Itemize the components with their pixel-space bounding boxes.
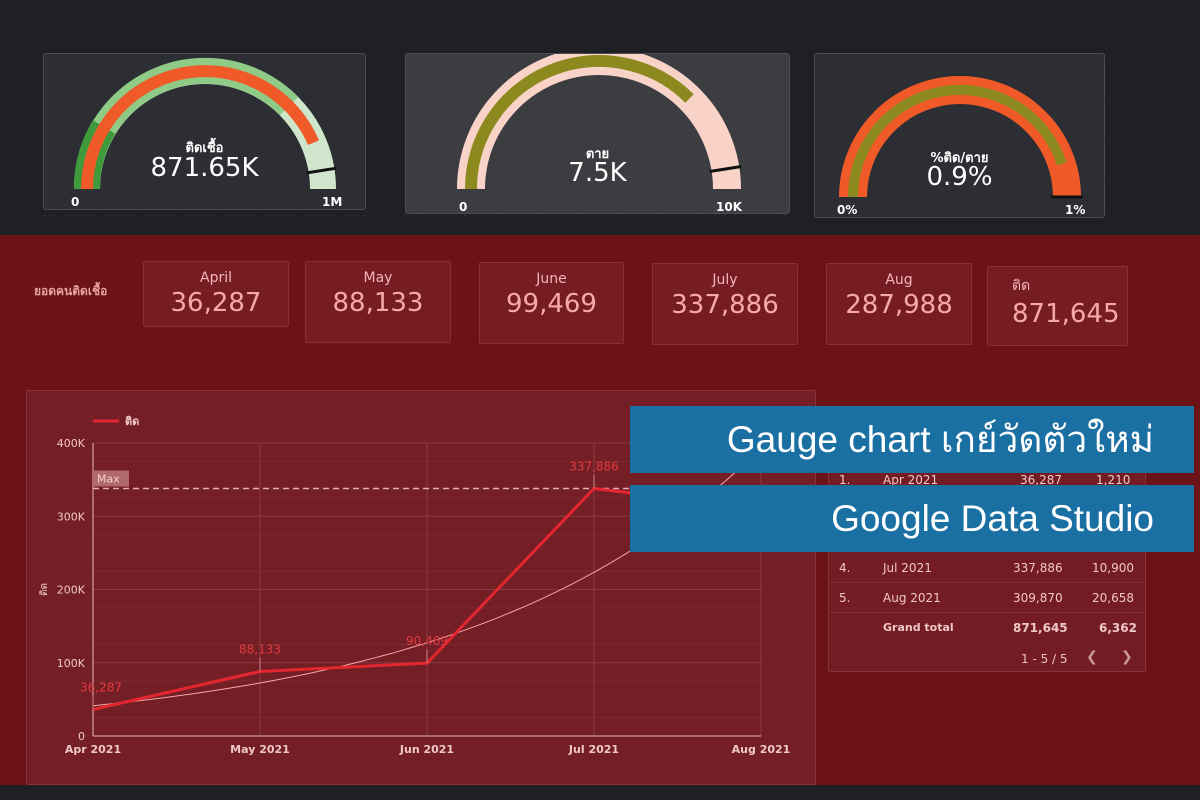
gauge-deaths-min: 0 [459, 200, 468, 214]
y-tick-label: 400K [57, 437, 86, 450]
max-label: Max [97, 472, 120, 485]
scorecard-june-value: 99,469 [506, 289, 597, 319]
gauge-card-ratio: %ติด/ตาย 0.9% 0% 1% [814, 53, 1105, 218]
x-tick-label: Apr 2021 [65, 743, 121, 756]
x-tick-label: Aug 2021 [732, 743, 791, 756]
banner-subtitle: Google Data Studio [630, 485, 1194, 552]
scorecard-may-label: May [363, 270, 393, 286]
y-tick-label: 200K [57, 584, 86, 597]
gauge-ratio-value: 0.9% [926, 162, 993, 192]
gauge-infected-min: 0 [71, 195, 80, 209]
table-cell-idx: 4. [839, 561, 851, 575]
scorecard-aug[interactable]: Aug 287,988 [826, 263, 972, 345]
data-label: 88,133 [239, 642, 281, 656]
scorecard-july-value: 337,886 [671, 290, 779, 320]
table-cell-deaths: 20,658 [1092, 591, 1134, 605]
gauge-ratio-value-arc [848, 84, 1067, 198]
table-cell-cases: 337,886 [1013, 561, 1063, 575]
y-tick-label: 300K [57, 510, 86, 523]
max-label-box [93, 470, 129, 487]
scorecard-july[interactable]: July 337,886 [652, 263, 798, 345]
y-tick-label: 100K [57, 657, 86, 670]
table-cell-month: Apr 2021 [883, 473, 939, 487]
pager-next-icon[interactable]: ❯ [1121, 649, 1133, 665]
gauge-infected-label: ติดเชื้อ [185, 141, 224, 156]
gauge-card-infected: ติดเชื้อ 871.65K 0 1M [43, 53, 366, 210]
gauge-ratio-max: 1% [1065, 203, 1086, 217]
banner-title: Gauge chart เกย์วัดตัวใหม่ [630, 406, 1194, 473]
monthly-table: 1. Apr 2021 36,287 1,210 4. Jul 2021 337… [828, 440, 1146, 672]
scorecard-total[interactable]: ติด 871,645 [987, 266, 1128, 346]
table-pager-text: 1 - 5 / 5 [1021, 652, 1068, 666]
table-cell-idx: 1. [839, 473, 851, 487]
gauge-deaths-value-arc [465, 55, 694, 190]
scorecard-may[interactable]: May 88,133 [305, 261, 451, 343]
gauge-ratio-label: %ติด/ตาย [930, 151, 989, 166]
scorecard-aug-value: 287,988 [845, 290, 953, 320]
scorecard-june[interactable]: June 99,469 [479, 262, 624, 344]
legend-label: ติด [125, 415, 139, 428]
gauge-deaths-label: ตาย [585, 147, 610, 162]
y-tick-label: 0 [78, 730, 85, 743]
gauge-ratio-min: 0% [837, 203, 858, 217]
scorecard-april-value: 36,287 [170, 288, 262, 318]
table-cell-cases: 309,870 [1013, 591, 1063, 605]
time-series-chart[interactable]: ติด ติด 400K 300K 200K 100K 0 Apr 2021 May 20… [27, 391, 817, 786]
gauge-infected-graphic [73, 57, 337, 190]
table-cell-deaths: 10,900 [1092, 561, 1134, 575]
gauge-infected-value-arc [81, 65, 320, 190]
gauge-infected-max: 1M [322, 195, 343, 209]
scorecard-aug-label: Aug [885, 272, 913, 288]
data-label: 36,287 [80, 680, 122, 694]
x-tick-label: May 2021 [230, 743, 290, 756]
data-label: 90,469 [406, 634, 448, 648]
table-cell-cases: 36,287 [1020, 473, 1062, 487]
scorecard-total-label: ติด [1012, 278, 1031, 294]
gauge-ratio-graphic [839, 76, 1083, 199]
grand-total-cases: 871,645 [1013, 621, 1068, 635]
scorecard-july-label: July [712, 272, 738, 288]
table-cell-deaths: 1,210 [1096, 473, 1131, 487]
grand-total-label: Grand total [883, 621, 954, 634]
data-label: 337,886 [569, 459, 619, 473]
gauge-card-deaths: ตาย 7.5K 0 10K [405, 53, 790, 214]
x-tick-label: Jun 2021 [399, 743, 454, 756]
table-cell-month: Jul 2021 [883, 561, 932, 575]
table-cell-month: Aug 2021 [883, 591, 941, 605]
grand-total-deaths: 6,362 [1099, 621, 1137, 635]
table-grand-total-row: Grand total 871,645 6,362 [829, 613, 1145, 643]
gauge-deaths-max: 10K [716, 200, 742, 214]
gauge-deaths-target-marker [709, 164, 742, 173]
scorecard-june-label: June [536, 271, 567, 287]
table-row[interactable]: 4. Jul 2021 337,886 10,900 [829, 553, 1145, 583]
y-axis-title: ติด [39, 583, 50, 596]
scorecard-april[interactable]: April 36,287 [143, 261, 289, 327]
table-row[interactable]: 5. Aug 2021 309,870 20,658 [829, 583, 1145, 613]
scorecard-total-value: 871,645 [1012, 299, 1120, 329]
gauge-deaths-value: 7.5K [568, 158, 627, 188]
scorecard-april-label: April [200, 270, 232, 286]
scorecard-row-label: ยอดคนติดเชื้อ [34, 284, 108, 298]
gauge-infected-value: 871.65K [150, 153, 259, 183]
scorecard-may-value: 88,133 [332, 288, 424, 318]
pager-prev-icon[interactable]: ❮ [1086, 649, 1098, 665]
gauge-deaths-graphic [457, 54, 742, 190]
x-tick-label: Jul 2021 [568, 743, 619, 756]
table-cell-idx: 5. [839, 591, 851, 605]
gauge-infected-target-marker [306, 166, 337, 175]
